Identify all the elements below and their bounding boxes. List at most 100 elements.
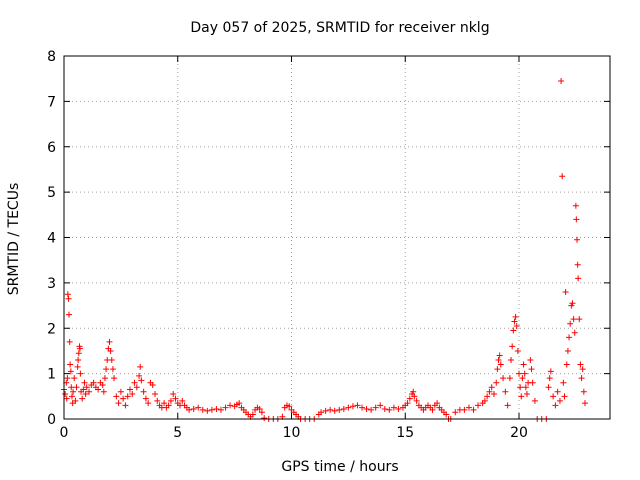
y-tick-label: 1 — [47, 367, 56, 383]
data-point — [165, 402, 172, 409]
data-point — [497, 361, 504, 368]
data-point — [354, 402, 361, 409]
data-point — [377, 402, 384, 409]
data-point — [327, 406, 334, 413]
data-point — [161, 400, 168, 407]
data-point — [546, 375, 553, 382]
data-point — [149, 381, 156, 388]
data-point — [429, 406, 436, 413]
data-point — [73, 384, 80, 391]
data-point — [390, 404, 397, 411]
data-point — [561, 393, 568, 400]
y-axis-label: SRMTID / TECUs — [6, 183, 22, 296]
data-point — [179, 397, 186, 404]
data-point — [117, 388, 124, 395]
data-point — [124, 393, 131, 400]
data-point — [410, 388, 417, 395]
data-point — [133, 384, 140, 391]
data-point — [363, 406, 370, 413]
data-point — [572, 202, 579, 209]
data-point — [83, 384, 90, 391]
data-point — [64, 375, 71, 382]
data-point — [475, 402, 482, 409]
data-point — [113, 393, 120, 400]
data-point — [508, 357, 515, 364]
data-point — [434, 400, 441, 407]
data-point — [547, 368, 554, 375]
data-point — [64, 291, 71, 298]
data-point — [111, 375, 118, 382]
data-point — [531, 397, 538, 404]
data-point — [496, 352, 503, 359]
data-point — [465, 404, 472, 411]
data-point — [249, 411, 256, 418]
data-point — [345, 404, 352, 411]
y-tick-label: 0 — [47, 412, 56, 428]
data-point — [372, 404, 379, 411]
data-point — [574, 236, 581, 243]
y-tick-label: 7 — [47, 94, 56, 110]
data-point — [99, 381, 106, 388]
data-point — [502, 388, 509, 395]
data-point — [518, 393, 525, 400]
data-point — [62, 391, 69, 398]
data-point — [395, 406, 402, 413]
data-point — [559, 173, 566, 180]
data-point — [122, 402, 129, 409]
data-point — [580, 388, 587, 395]
y-tick-label: 8 — [47, 49, 56, 65]
data-point — [115, 400, 122, 407]
data-point — [90, 379, 97, 386]
data-point — [74, 363, 81, 370]
data-point — [170, 391, 177, 398]
data-point — [513, 322, 520, 329]
data-point — [80, 386, 87, 393]
data-point — [581, 400, 588, 407]
data-point — [213, 406, 220, 413]
data-point — [103, 366, 110, 373]
data-point — [72, 397, 79, 404]
y-tick-label: 3 — [47, 276, 56, 292]
data-point — [227, 402, 234, 409]
data-point — [488, 384, 495, 391]
data-point — [413, 397, 420, 404]
data-point — [452, 409, 459, 416]
data-point — [140, 388, 147, 395]
data-point — [576, 316, 583, 323]
data-point — [217, 406, 224, 413]
data-point — [564, 347, 571, 354]
data-point — [136, 372, 143, 379]
data-point — [82, 391, 89, 398]
data-point — [68, 393, 75, 400]
data-point — [484, 393, 491, 400]
data-point — [571, 329, 578, 336]
data-point — [286, 403, 293, 410]
x-tick-label: 15 — [396, 425, 414, 441]
data-point — [522, 384, 529, 391]
x-tick-label: 0 — [60, 425, 69, 441]
data-point — [107, 347, 114, 354]
data-point — [349, 403, 356, 410]
data-point — [199, 406, 206, 413]
data-point — [504, 402, 511, 409]
tick-labels: 0 5 10 15 20 0 1 2 3 4 5 6 7 8 — [47, 49, 528, 441]
data-point — [386, 406, 393, 413]
chart-title: Day 057 of 2025, SRMTID for receiver nkl… — [190, 20, 489, 36]
data-point — [495, 357, 502, 364]
data-point — [256, 406, 263, 413]
data-point — [563, 361, 570, 368]
data-point — [222, 404, 229, 411]
data-point — [126, 386, 133, 393]
data-point — [236, 400, 243, 407]
data-point — [575, 275, 582, 282]
data-point — [566, 334, 573, 341]
data-point — [109, 366, 116, 373]
data-point — [331, 407, 338, 414]
data-point — [510, 327, 517, 334]
data-point — [490, 391, 497, 398]
data-point — [65, 295, 72, 302]
data-point — [519, 375, 526, 382]
data-point — [562, 288, 569, 295]
data-point — [368, 406, 375, 413]
data-point — [186, 406, 193, 413]
